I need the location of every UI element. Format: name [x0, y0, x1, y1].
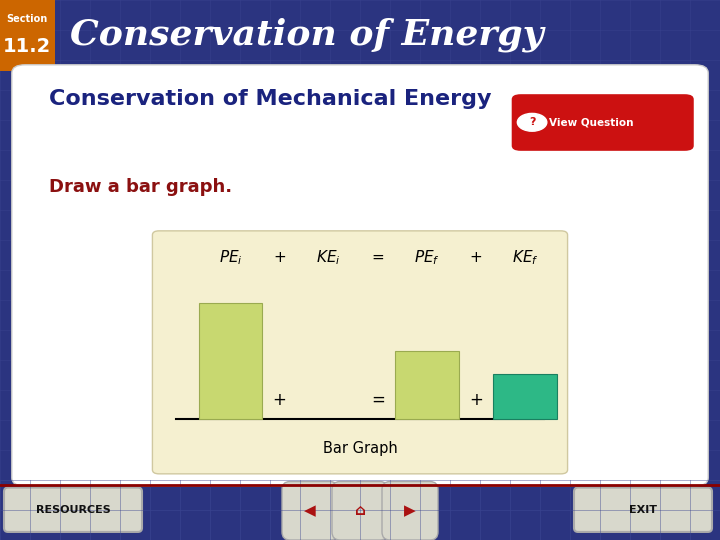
Text: =: = [372, 249, 384, 265]
Text: View Question: View Question [549, 117, 634, 127]
Text: $\mathit{PE}_f$: $\mathit{PE}_f$ [414, 248, 440, 267]
Text: =: = [371, 391, 384, 409]
Text: RESOURCES: RESOURCES [35, 505, 110, 515]
FancyBboxPatch shape [395, 351, 459, 419]
Text: Bar Graph: Bar Graph [323, 441, 397, 456]
FancyBboxPatch shape [199, 302, 262, 419]
Text: ◀: ◀ [304, 503, 316, 518]
Text: Section: Section [6, 14, 48, 24]
Text: +: + [469, 249, 482, 265]
FancyBboxPatch shape [332, 482, 388, 540]
FancyBboxPatch shape [4, 488, 142, 532]
FancyBboxPatch shape [382, 482, 438, 540]
Text: +: + [469, 391, 483, 409]
Text: $\mathit{KE}_f$: $\mathit{KE}_f$ [512, 248, 539, 267]
Text: +: + [273, 391, 287, 409]
Text: 11.2: 11.2 [3, 37, 51, 56]
Text: ⌂: ⌂ [354, 503, 366, 518]
Text: $\mathit{PE}_i$: $\mathit{PE}_i$ [219, 248, 243, 267]
Text: $\mathit{KE}_i$: $\mathit{KE}_i$ [317, 248, 341, 267]
Circle shape [518, 113, 546, 131]
Text: EXIT: EXIT [629, 505, 657, 515]
Text: Conservation of Mechanical Energy: Conservation of Mechanical Energy [49, 89, 491, 109]
Text: ?: ? [528, 117, 536, 127]
Bar [0, 0, 55, 71]
FancyBboxPatch shape [12, 65, 708, 486]
Text: ▶: ▶ [404, 503, 416, 518]
FancyBboxPatch shape [153, 231, 567, 474]
Text: Conservation of Energy: Conservation of Energy [70, 18, 544, 52]
Text: Draw a bar graph.: Draw a bar graph. [49, 178, 232, 196]
Text: +: + [274, 249, 286, 265]
FancyBboxPatch shape [493, 374, 557, 419]
FancyBboxPatch shape [510, 93, 695, 152]
FancyBboxPatch shape [574, 488, 712, 532]
FancyBboxPatch shape [282, 482, 338, 540]
